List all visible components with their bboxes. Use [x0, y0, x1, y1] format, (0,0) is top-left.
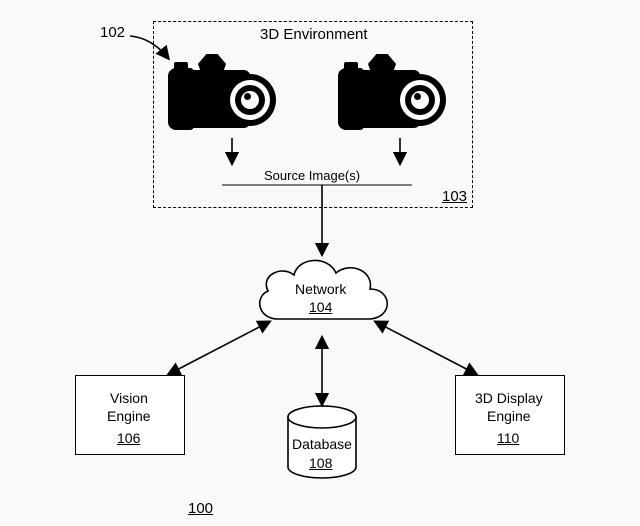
arrows-layer — [0, 0, 640, 526]
diagram-canvas: 3D Environment Source Image(s) 103 102 N… — [0, 0, 640, 526]
